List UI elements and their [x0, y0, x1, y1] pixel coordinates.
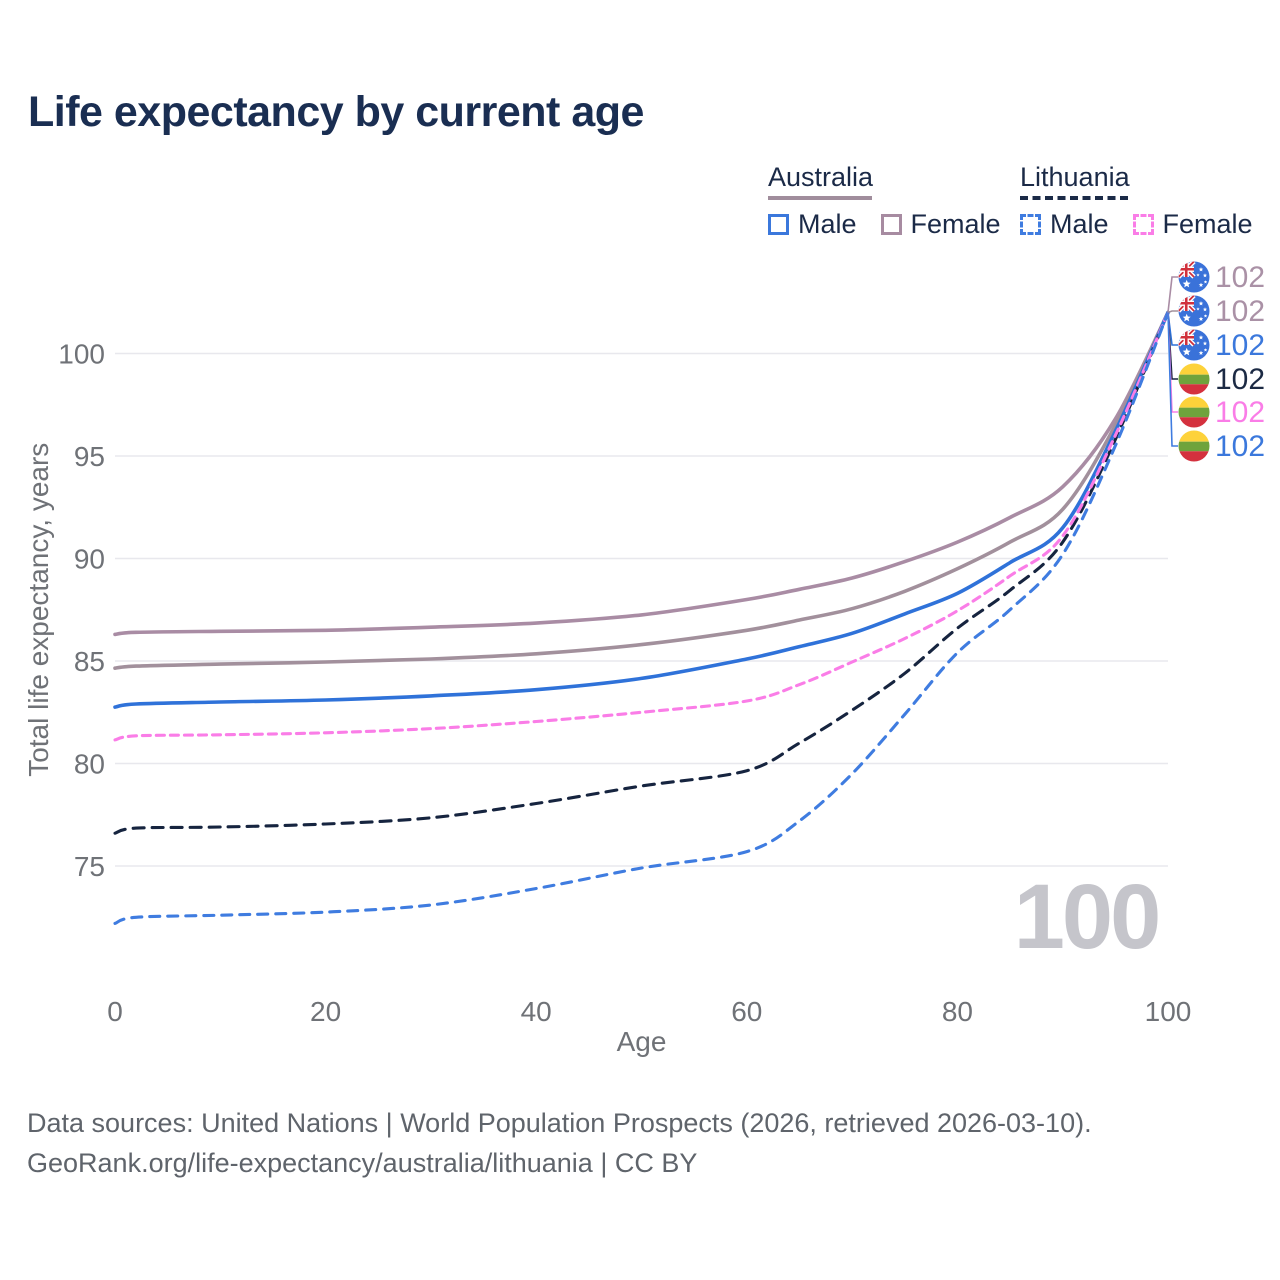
stripe-green: [1178, 441, 1210, 452]
connector-australia-female: [1167, 276, 1178, 313]
series-line-australia-female: [113, 310, 1170, 637]
legend-lithuania-female-label: Female: [1162, 209, 1253, 239]
stripe-yellow: [1178, 363, 1210, 375]
lithuania-flag-icon: [1178, 363, 1210, 395]
y-tick-label-80: 80: [74, 749, 105, 780]
legend-australia-header[interactable]: Australia: [768, 162, 873, 200]
flag-star: [1202, 273, 1208, 278]
end-value-label-australia-female: 102: [1215, 261, 1265, 294]
series-line-australia-male: [113, 310, 1170, 709]
end-value-label-australia-both-sexes: 102: [1215, 295, 1265, 328]
lithuania-flag-icon: [1178, 396, 1210, 428]
flag-star: [1203, 280, 1208, 284]
legend-lithuania-male-label: Male: [1050, 209, 1109, 239]
legend-lithuania-male[interactable]: Male: [1020, 209, 1109, 240]
australia-flag-icon: [1178, 329, 1210, 361]
x-tick-label-100: 100: [1145, 996, 1192, 1027]
flag-star: [1198, 335, 1204, 340]
legend: Australia Male Female Lithuania: [0, 162, 1280, 252]
footer-sources: Data sources: United Nations | World Pop…: [27, 1108, 1092, 1138]
australia-solid-line-swatch: [768, 196, 872, 200]
x-axis-title: Age: [617, 1026, 667, 1057]
legend-lithuania-female[interactable]: Female: [1132, 209, 1253, 240]
australia-flag-icon: [1178, 295, 1210, 327]
flag-star: [1198, 350, 1204, 355]
flag-star: [1182, 347, 1191, 356]
stripe-red: [1178, 417, 1210, 428]
stripe-green: [1178, 407, 1210, 418]
australia-flag-body: [1178, 329, 1210, 361]
stripe-yellow: [1178, 430, 1210, 442]
lithuania-flag-body: [1178, 363, 1210, 395]
lithuania-flag-body: [1178, 396, 1210, 428]
flag-star: [1182, 313, 1191, 322]
legend-australia-label: Australia: [768, 162, 874, 192]
australia-male-swatch-icon: [768, 214, 789, 235]
australia-flag-body: [1178, 261, 1210, 293]
end-value-label-lithuania-female: 102: [1215, 396, 1265, 429]
legend-australia-female[interactable]: Female: [880, 209, 1001, 240]
flag-star: [1202, 307, 1208, 312]
footer-attribution: GeoRank.org/life-expectancy/australia/li…: [27, 1147, 698, 1178]
y-axis-title: Total life expectancy, years: [23, 443, 54, 777]
lithuania-flag-body: [1178, 430, 1210, 462]
series-line-lithuania-male: [113, 310, 1170, 925]
flag-star: [1196, 307, 1200, 311]
australia-flag-body: [1178, 295, 1210, 327]
stripe-green: [1178, 374, 1210, 385]
lithuania-flag-icon: [1178, 430, 1210, 462]
lithuania-dashed-line-swatch: [1020, 196, 1128, 200]
stripe-red: [1178, 451, 1210, 462]
flag-star: [1196, 341, 1200, 345]
page-title: Life expectancy by current age: [28, 88, 644, 136]
flag-star: [1202, 341, 1208, 346]
flag-star: [1198, 301, 1204, 306]
series-line-australia-both-sexes: [113, 310, 1170, 670]
x-tick-label-0: 0: [107, 996, 123, 1027]
series-line-lithuania-female: [113, 310, 1170, 742]
australia-flag-icon: [1178, 261, 1210, 293]
watermark-age-100: 100: [1014, 866, 1159, 968]
legend-australia-female-label: Female: [910, 209, 1001, 239]
legend-australia-male-label: Male: [798, 209, 857, 239]
x-tick-label-20: 20: [310, 996, 341, 1027]
lithuania-male-swatch-icon: [1020, 214, 1041, 235]
lithuania-female-swatch-icon: [1132, 214, 1154, 235]
australia-female-swatch-icon: [880, 214, 902, 235]
union-jack-red-cross: [1178, 295, 1194, 311]
x-tick-label-80: 80: [942, 996, 973, 1027]
y-tick-label-85: 85: [74, 646, 105, 677]
end-value-label-lithuania-both-sexes: 102: [1215, 363, 1265, 396]
legend-australia-male[interactable]: Male: [768, 209, 857, 240]
legend-lithuania-label: Lithuania: [1020, 162, 1130, 192]
stripe-red: [1178, 384, 1210, 395]
legend-group-lithuania: Lithuania Male Female: [1020, 162, 1253, 240]
end-value-label-lithuania-male: 102: [1215, 430, 1265, 463]
flag-star: [1198, 316, 1204, 321]
end-value-label-australia-male: 102: [1215, 329, 1265, 362]
flag-star: [1203, 348, 1208, 352]
flag-star: [1182, 279, 1191, 288]
connector-australia-both-sexes: [1167, 310, 1178, 314]
y-tick-label-95: 95: [74, 441, 105, 472]
y-tick-label-75: 75: [74, 851, 105, 882]
x-tick-label-40: 40: [521, 996, 552, 1027]
x-tick-label-60: 60: [731, 996, 762, 1027]
footer: Data sources: United Nations | World Pop…: [27, 1104, 1092, 1184]
flag-star: [1203, 314, 1208, 318]
connector-lithuania-male: [1167, 312, 1178, 447]
y-tick-label-100: 100: [58, 339, 105, 370]
flag-star: [1198, 282, 1204, 287]
y-tick-label-90: 90: [74, 544, 105, 575]
series-line-lithuania-both-sexes: [113, 310, 1170, 835]
stripe-yellow: [1178, 396, 1210, 408]
legend-group-australia: Australia Male Female: [768, 162, 1001, 240]
union-jack-red-cross: [1178, 329, 1194, 345]
union-jack-red-cross: [1178, 261, 1194, 277]
flag-star: [1198, 267, 1204, 272]
flag-star: [1196, 273, 1200, 277]
legend-lithuania-header[interactable]: Lithuania: [1020, 162, 1130, 200]
